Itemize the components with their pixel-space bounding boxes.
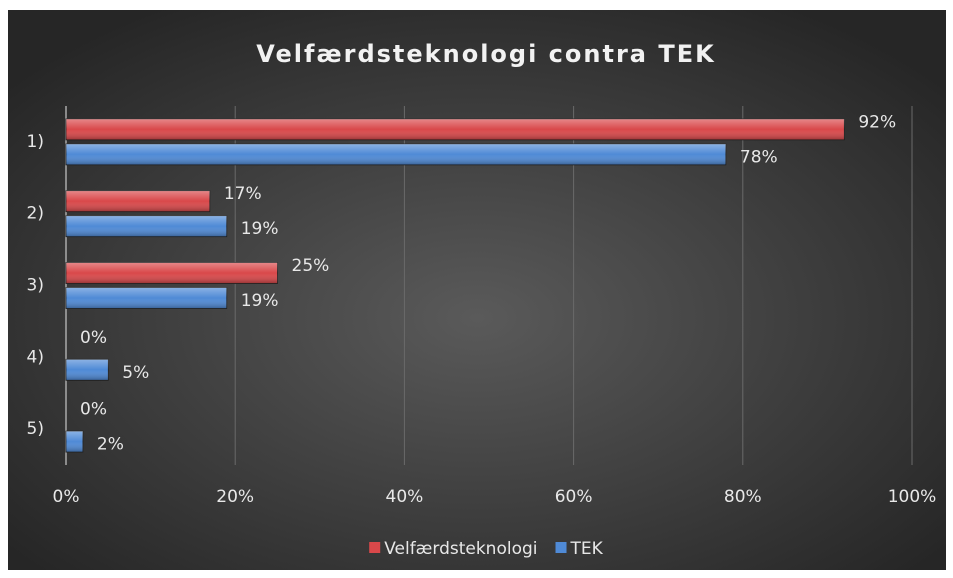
bar-sheen [66,143,726,165]
y-tick-label: 4) [27,347,44,367]
value-label: 19% [241,219,279,239]
x-tick-label: 40% [386,487,424,507]
y-tick-label: 1) [27,132,44,152]
x-tick-label: 100% [888,487,937,507]
legend-swatch [369,542,381,553]
bar-sheen [66,262,278,284]
y-tick-label: 2) [27,204,44,224]
legend-label: Velfærdsteknologi [384,539,537,559]
value-label: 2% [97,435,124,455]
chart-title: Velfærdsteknologi contra TEK [256,40,715,68]
value-label: 19% [241,291,279,311]
bar-sheen [66,215,227,237]
bar-sheen [66,190,210,212]
bar-sheen [66,287,227,309]
value-label: 0% [80,328,107,348]
bar-sheen [66,359,109,381]
y-tick-label: 3) [27,276,44,296]
value-label: 25% [292,256,330,276]
value-label: 0% [80,400,107,420]
x-tick-label: 60% [555,487,593,507]
bar-sheen [66,431,83,453]
bar-sheen [66,118,845,140]
x-tick-label: 20% [216,487,254,507]
value-label: 78% [740,147,778,167]
legend-swatch [555,542,567,553]
value-label: 17% [224,184,262,204]
value-label: 5% [122,363,149,383]
y-tick-label: 5) [27,419,44,439]
legend-label: TEK [570,539,604,559]
x-tick-label: 0% [53,487,80,507]
x-tick-label: 80% [724,487,762,507]
value-label: 92% [858,112,896,132]
